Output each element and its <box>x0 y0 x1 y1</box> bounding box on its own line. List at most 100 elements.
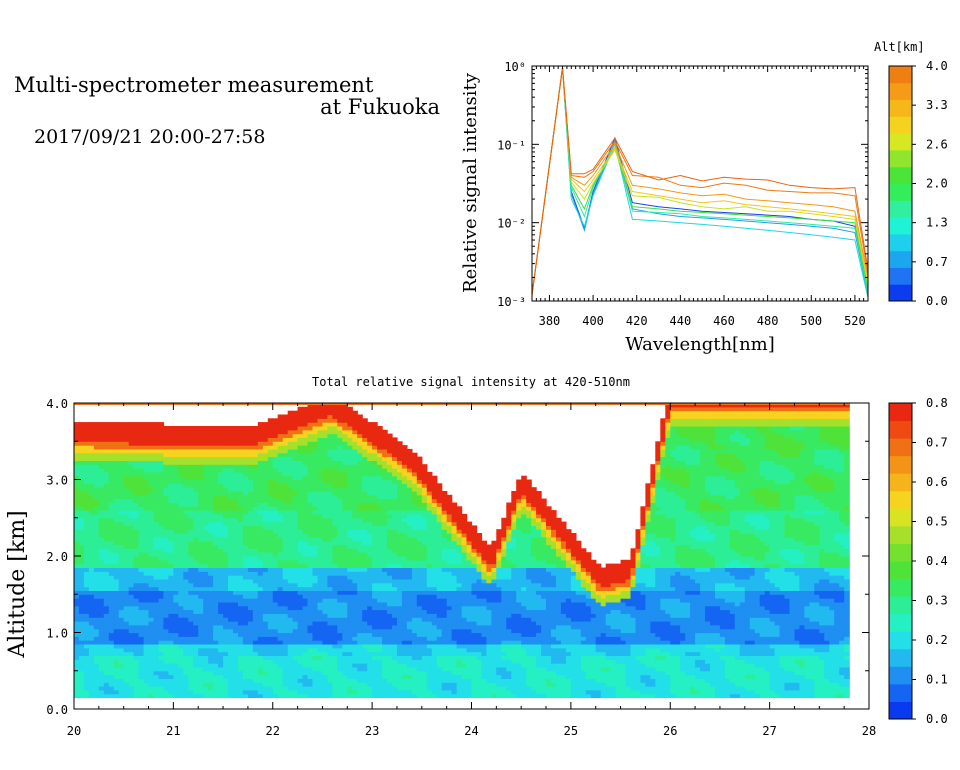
heatmap-cell <box>352 670 358 676</box>
heatmap-cell <box>257 556 264 561</box>
heatmap-cell <box>297 506 304 511</box>
heatmap-cell <box>312 513 319 519</box>
heatmap-cell <box>347 502 353 507</box>
heatmap-cell <box>128 491 135 496</box>
heatmap-cell <box>307 406 314 412</box>
heatmap-cell <box>267 636 274 641</box>
heatmap-cell <box>287 567 294 572</box>
heatmap-cell <box>342 521 348 526</box>
heatmap-cell <box>74 529 80 534</box>
heatmap-cell <box>103 628 110 634</box>
heatmap-cell <box>307 605 314 611</box>
heatmap-cell <box>198 475 204 481</box>
heatmap-cell <box>332 651 338 656</box>
heatmap-cell <box>247 651 254 656</box>
heatmap-cell <box>74 575 80 580</box>
heatmap-cell <box>347 624 353 630</box>
heatmap-cell <box>123 621 130 626</box>
heatmap-cell <box>357 651 363 656</box>
heatmap-cell <box>382 659 388 664</box>
heatmap-cell <box>178 613 184 618</box>
heatmap-cell <box>79 533 85 538</box>
heatmap-cell <box>188 636 194 641</box>
heatmap-cell <box>98 628 105 634</box>
heatmap-cell <box>367 464 373 469</box>
heatmap-cell <box>168 525 174 530</box>
heatmap-cell <box>113 655 120 660</box>
heatmap-cell <box>118 621 125 626</box>
heatmap-cell <box>392 529 398 534</box>
heatmap-cell <box>292 666 299 672</box>
heatmap-cell <box>123 670 130 676</box>
heatmap-cell <box>252 559 259 565</box>
heatmap-cell <box>98 429 105 435</box>
heatmap-cell <box>347 601 353 607</box>
heatmap-cell <box>163 632 169 637</box>
heatmap-cell <box>332 601 338 607</box>
heatmap-cell <box>322 479 328 484</box>
heatmap-cell <box>238 644 244 649</box>
heatmap-cell <box>113 594 120 599</box>
spectrum-colorbar-swatch <box>889 250 912 268</box>
heatmap-cell <box>252 659 259 664</box>
heatmap-cell <box>133 624 140 630</box>
heatmap-cell <box>163 429 169 435</box>
heatmap-cell <box>98 682 105 687</box>
heatmap-cell <box>168 502 174 507</box>
heatmap-cell <box>282 567 289 572</box>
heatmap-cell <box>113 471 120 477</box>
heatmap-cell <box>173 536 179 542</box>
heatmap-cell <box>173 674 179 679</box>
heatmap-cell <box>252 483 259 488</box>
heatmap-cell <box>108 644 115 649</box>
heatmap-cell <box>138 605 145 611</box>
heatmap-cell <box>143 670 150 676</box>
heatmap-cell <box>297 578 304 584</box>
heatmap-cell <box>133 544 140 549</box>
heatmap-cell <box>218 540 224 546</box>
heatmap-cell <box>118 640 125 645</box>
heatmap-cell <box>302 460 309 465</box>
heatmap-cell <box>392 571 398 576</box>
heatmap-cell <box>242 605 249 611</box>
heatmap-cell <box>297 483 304 488</box>
heatmap-cell <box>233 483 239 488</box>
heatmap-cell <box>347 437 353 442</box>
heatmap-cell <box>103 468 110 473</box>
heatmap-cell <box>103 659 110 664</box>
heatmap-cell <box>307 433 314 438</box>
heatmap-cell <box>123 456 130 461</box>
heatmap-cell <box>79 441 85 446</box>
heatmap-cell <box>163 513 169 519</box>
heatmap-cell <box>302 448 309 454</box>
heatmap-cell <box>252 441 259 446</box>
heatmap-cell <box>322 644 328 649</box>
heatmap-cell <box>118 487 125 492</box>
heatmap-cell <box>118 517 125 523</box>
heatmap-cell <box>352 647 358 653</box>
spectrum-colorbar-swatch <box>889 99 912 117</box>
heatmap-cell <box>163 548 169 553</box>
heatmap-cell <box>247 659 254 664</box>
spectrum-x-tick-label: 520 <box>844 314 866 328</box>
heatmap-cell <box>198 666 204 672</box>
heatmap-cell <box>203 533 209 538</box>
heatmap-cell <box>183 429 189 435</box>
heatmap-cell <box>133 556 140 561</box>
heatmap-cell <box>233 506 239 511</box>
heatmap-cell <box>93 678 100 683</box>
heatmap-cell <box>103 567 110 572</box>
heatmap-cell <box>228 663 234 668</box>
heatmap-cell <box>123 525 130 530</box>
heatmap-cell <box>203 590 209 595</box>
heatmap-cell <box>292 448 299 454</box>
heatmap-cell <box>282 529 289 534</box>
heatmap-cell <box>282 506 289 511</box>
heatmap-cell <box>332 510 338 515</box>
heatmap-cell <box>158 540 165 546</box>
heatmap-cell <box>128 651 135 656</box>
heatmap-cell <box>79 437 85 442</box>
heatmap-cell <box>377 594 383 599</box>
heatmap-cell <box>193 663 199 668</box>
heatmap-cell <box>322 418 328 423</box>
